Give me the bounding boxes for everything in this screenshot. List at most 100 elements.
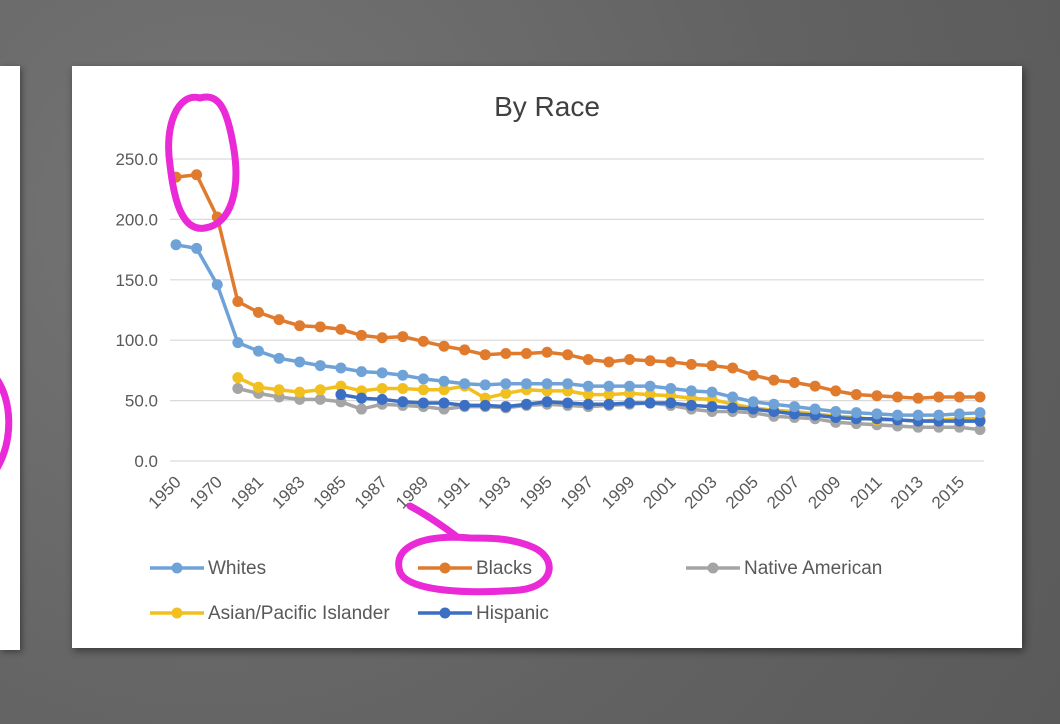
data-point-blacks bbox=[768, 374, 780, 386]
data-point-hispanic bbox=[356, 392, 368, 404]
data-point-whites bbox=[788, 401, 800, 413]
data-point-whites bbox=[685, 385, 697, 397]
data-point-blacks bbox=[582, 354, 594, 366]
series-blacks bbox=[170, 169, 986, 404]
legend-label: Asian/Pacific Islander bbox=[208, 603, 390, 624]
data-point-blacks bbox=[706, 360, 718, 372]
data-point-native-american bbox=[232, 383, 244, 395]
legend-swatch-marker bbox=[439, 562, 451, 574]
data-point-blacks bbox=[727, 362, 739, 374]
x-tick-label: 1950 bbox=[145, 472, 185, 512]
data-point-blacks bbox=[335, 323, 347, 335]
adjacent-slide-edge bbox=[0, 66, 20, 650]
data-point-blacks bbox=[541, 346, 553, 358]
data-point-hispanic bbox=[459, 399, 471, 411]
data-point-asian-pacific-islander bbox=[397, 383, 409, 395]
data-point-asian-pacific-islander bbox=[603, 389, 615, 401]
y-tick-label: 250.0 bbox=[115, 150, 158, 169]
data-point-hispanic bbox=[665, 397, 677, 409]
data-point-asian-pacific-islander bbox=[500, 387, 512, 399]
data-point-blacks bbox=[912, 392, 924, 404]
gridlines bbox=[170, 158, 984, 462]
legend-swatch-marker bbox=[171, 607, 183, 619]
data-point-blacks bbox=[809, 380, 821, 392]
data-point-whites bbox=[727, 391, 739, 403]
data-point-whites bbox=[562, 378, 574, 390]
data-point-blacks bbox=[953, 391, 965, 403]
data-point-asian-pacific-islander bbox=[417, 384, 429, 396]
data-point-whites bbox=[376, 367, 388, 379]
data-point-whites bbox=[871, 408, 883, 420]
data-point-whites bbox=[768, 398, 780, 410]
data-point-whites bbox=[191, 242, 203, 254]
legend-item-whites: Whites bbox=[150, 558, 266, 579]
legend-item-native-american: Native American bbox=[686, 558, 882, 579]
data-point-whites bbox=[520, 378, 532, 390]
legend-item-asian-pacific-islander: Asian/Pacific Islander bbox=[150, 603, 390, 624]
x-tick-label: 1989 bbox=[392, 472, 432, 512]
data-point-whites bbox=[582, 380, 594, 392]
data-point-asian-pacific-islander bbox=[273, 384, 285, 396]
x-tick-label: 1981 bbox=[227, 472, 267, 512]
data-point-asian-pacific-islander bbox=[582, 389, 594, 401]
series-line-blacks bbox=[175, 172, 980, 400]
data-point-blacks bbox=[685, 358, 697, 370]
data-point-whites bbox=[850, 407, 862, 419]
data-point-blacks bbox=[830, 385, 842, 397]
data-point-hispanic bbox=[644, 397, 656, 409]
data-point-whites bbox=[273, 352, 285, 364]
data-point-blacks bbox=[417, 335, 429, 347]
data-point-blacks bbox=[294, 320, 306, 332]
data-point-whites bbox=[809, 403, 821, 415]
legend-label: Native American bbox=[744, 558, 882, 579]
data-point-blacks bbox=[459, 344, 471, 356]
data-point-whites bbox=[314, 360, 326, 372]
series-lines bbox=[170, 169, 986, 436]
legend-swatch-marker bbox=[439, 607, 451, 619]
data-point-asian-pacific-islander bbox=[294, 386, 306, 398]
data-point-hispanic bbox=[438, 397, 450, 409]
y-axis-tick-labels: 0.0 50.0 100.0 150.0 200.0 250.0 bbox=[115, 150, 158, 471]
data-point-whites bbox=[438, 375, 450, 387]
x-tick-label: 1991 bbox=[433, 472, 473, 512]
data-point-whites bbox=[953, 408, 965, 420]
data-point-native-american bbox=[974, 424, 986, 436]
data-point-whites bbox=[912, 409, 924, 421]
data-point-hispanic bbox=[397, 396, 409, 408]
data-point-hispanic bbox=[706, 401, 718, 413]
x-tick-label: 2009 bbox=[804, 472, 844, 512]
series-whites bbox=[170, 239, 986, 421]
y-tick-label: 200.0 bbox=[115, 210, 158, 229]
data-point-native-american bbox=[356, 403, 368, 415]
data-point-hispanic bbox=[562, 397, 574, 409]
data-point-whites bbox=[644, 380, 656, 392]
data-point-blacks bbox=[376, 332, 388, 344]
data-point-hispanic bbox=[727, 402, 739, 414]
x-tick-label: 1995 bbox=[516, 472, 556, 512]
x-tick-label: 2007 bbox=[763, 472, 803, 512]
data-point-blacks bbox=[933, 391, 945, 403]
x-axis-tick-labels: 1950 1970 1981 1983 1985 1987 1989 1991 1993 1995… bbox=[145, 472, 969, 512]
x-tick-label: 2001 bbox=[639, 472, 679, 512]
data-point-whites bbox=[479, 379, 491, 391]
data-point-whites bbox=[747, 396, 759, 408]
data-point-blacks bbox=[211, 211, 223, 223]
legend-swatch-marker bbox=[171, 562, 183, 574]
data-point-blacks bbox=[788, 376, 800, 388]
data-point-hispanic bbox=[417, 397, 429, 409]
x-tick-label: 1987 bbox=[351, 472, 391, 512]
data-point-whites bbox=[892, 409, 904, 421]
data-point-blacks bbox=[562, 349, 574, 361]
data-point-whites bbox=[500, 378, 512, 390]
y-tick-label: 150.0 bbox=[115, 271, 158, 290]
data-point-hispanic bbox=[500, 401, 512, 413]
data-point-asian-pacific-islander bbox=[232, 372, 244, 384]
data-point-whites bbox=[335, 362, 347, 374]
data-point-blacks bbox=[438, 340, 450, 352]
x-tick-label: 2015 bbox=[928, 472, 968, 512]
data-point-hispanic bbox=[541, 396, 553, 408]
data-point-blacks bbox=[314, 321, 326, 333]
x-tick-label: 2013 bbox=[887, 472, 927, 512]
data-point-whites bbox=[417, 373, 429, 385]
legend-label: Whites bbox=[208, 558, 266, 579]
